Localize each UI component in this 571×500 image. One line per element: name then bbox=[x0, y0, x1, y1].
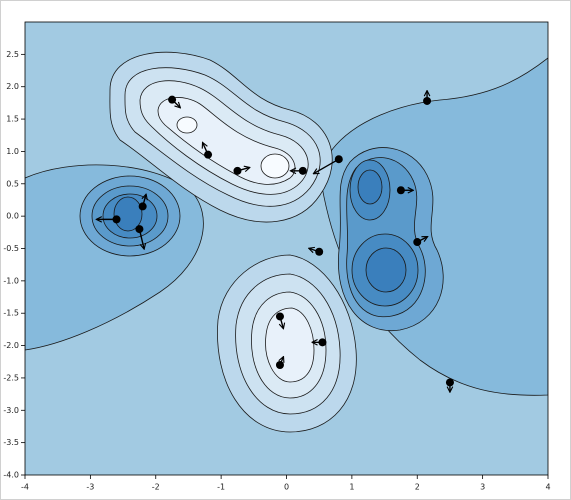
y-tick-label: -2.5 bbox=[3, 373, 19, 382]
point bbox=[315, 247, 324, 256]
point bbox=[396, 186, 405, 195]
point bbox=[204, 150, 213, 159]
x-tick-label: -2 bbox=[152, 483, 160, 492]
point bbox=[298, 166, 307, 175]
point bbox=[318, 338, 327, 347]
y-tick-label: 0.0 bbox=[6, 212, 19, 221]
point bbox=[233, 166, 242, 175]
y-tick-label: 0.5 bbox=[6, 179, 19, 188]
point bbox=[275, 312, 284, 321]
y-tick-label: -1.5 bbox=[3, 309, 19, 318]
point bbox=[275, 360, 284, 369]
x-tick-label: 3 bbox=[480, 483, 485, 492]
y-tick-label: 2.0 bbox=[6, 82, 19, 91]
point bbox=[334, 155, 343, 164]
x-tick-label: 1 bbox=[349, 483, 354, 492]
point bbox=[445, 378, 454, 387]
point bbox=[423, 96, 432, 105]
y-tick-label: -3.0 bbox=[3, 406, 19, 415]
y-tick-label: 2.5 bbox=[6, 50, 19, 59]
x-tick-label: 4 bbox=[545, 483, 550, 492]
contours bbox=[25, 22, 548, 475]
point bbox=[413, 238, 422, 247]
x-tick-label: 0 bbox=[284, 483, 289, 492]
y-tick-label: -4.0 bbox=[3, 471, 19, 480]
y-tick-label: -1.0 bbox=[3, 276, 19, 285]
arrow bbox=[314, 158, 340, 173]
point bbox=[138, 202, 147, 211]
point bbox=[168, 95, 177, 104]
x-tick-label: -3 bbox=[86, 483, 94, 492]
x-tick-label: -4 bbox=[21, 483, 29, 492]
x-tick-label: -1 bbox=[217, 483, 225, 492]
point bbox=[135, 225, 144, 234]
y-tick-label: 1.5 bbox=[6, 115, 19, 124]
y-tick-label: -2.0 bbox=[3, 341, 19, 350]
point bbox=[112, 215, 121, 224]
y-tick-label: -0.5 bbox=[3, 244, 19, 253]
x-tick-label: 2 bbox=[415, 483, 420, 492]
y-tick-label: 1.0 bbox=[6, 147, 19, 156]
y-tick-label: -3.5 bbox=[3, 438, 19, 447]
